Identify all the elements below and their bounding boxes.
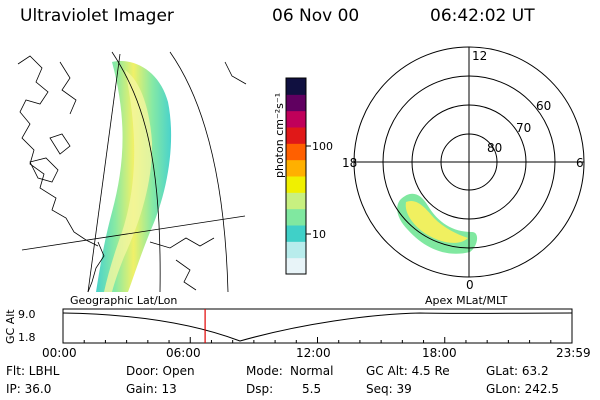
dsp-label: Dsp:	[246, 382, 274, 396]
geographic-map	[17, 51, 247, 293]
geo-coastline	[59, 61, 77, 115]
glat-info: GLat: 63.2	[486, 364, 549, 378]
color-bar-band	[286, 159, 306, 177]
polar-mlat-mlt-plot: 12 18 6 0 60 70 80	[342, 46, 585, 292]
glon-info: GLon: 242.5	[486, 382, 559, 396]
image-date: 06 Nov 00	[272, 6, 360, 26]
orbit-altitude-curve	[62, 312, 573, 342]
polar-lat-80: 80	[487, 141, 502, 155]
timeline-xtick-0000: 00:00	[42, 346, 77, 360]
color-bar-band	[286, 241, 306, 259]
ip-info: IP: 36.0	[6, 382, 52, 396]
timeline-ticks	[62, 337, 573, 343]
color-bar-band	[286, 143, 306, 161]
geo-coastline	[87, 241, 105, 293]
geo-longitude-line	[87, 53, 121, 293]
timeline-ytick-top: 9.0	[18, 308, 36, 321]
geo-aurora-core	[104, 70, 153, 292]
geo-coastline	[49, 133, 71, 155]
color-bar-band	[286, 127, 306, 144]
apex-caption: Apex MLat/MLT	[425, 294, 508, 307]
geo-coastline	[29, 157, 59, 183]
timeline-xtick-2359: 23:59	[556, 346, 591, 360]
filter-info: Flt: LBHL	[6, 364, 60, 378]
color-bar-tick-10: 10	[312, 228, 326, 241]
geo-longitude-line	[169, 51, 229, 293]
color-bar-band	[286, 176, 306, 193]
orbit-altitude-timeline: 9.0 1.8 GC Alt 00:00 06:00 12:00 18:00 2…	[4, 308, 591, 360]
polar-aurora-core	[405, 200, 468, 243]
geo-longitude-line	[111, 51, 161, 293]
polar-lat-70: 70	[516, 121, 531, 135]
geo-coastline	[17, 55, 99, 247]
color-bar-band	[286, 110, 306, 128]
gain-info: Gain: 13	[126, 382, 177, 396]
mode-label: Mode:	[246, 364, 283, 378]
polar-lat-60: 60	[536, 99, 551, 113]
intensity-color-bar: 100 10	[285, 77, 333, 275]
color-bar-tick-100: 100	[312, 140, 333, 153]
polar-mlt-18: 18	[342, 156, 357, 170]
timeline-xtick-1800: 18:00	[422, 346, 457, 360]
geo-coastline	[175, 259, 197, 291]
polar-mlt-12: 12	[472, 49, 487, 63]
gc-alt-info: GC Alt: 4.5 Re	[366, 364, 450, 378]
polar-mlt-6: 6	[576, 156, 584, 170]
timeline-xtick-1200: 12:00	[296, 346, 331, 360]
timeline-ytick-bottom: 1.8	[18, 331, 36, 344]
geo-latitude-line	[21, 215, 246, 251]
door-info: Door: Open	[126, 364, 195, 378]
color-bar-unit-label: photon cm⁻²s⁻¹	[273, 92, 286, 178]
mode-value: Normal	[290, 364, 334, 378]
color-bar-band	[286, 225, 306, 242]
color-bar-band	[286, 192, 306, 210]
geo-coastline	[224, 61, 247, 85]
geographic-caption: Geographic Lat/Lon	[70, 294, 178, 307]
image-title: Ultraviolet Imager	[20, 6, 174, 26]
polar-mlt-0: 0	[466, 278, 474, 292]
color-bar-band	[286, 208, 306, 226]
color-bar-scale	[286, 78, 306, 275]
dsp-value: 5.5	[302, 382, 322, 396]
timeline-ylabel: GC Alt	[4, 309, 17, 344]
image-time: 06:42:02 UT	[430, 6, 535, 26]
color-bar-band	[286, 94, 306, 112]
geo-coastline	[149, 237, 215, 249]
seq-info: Seq: 39	[366, 382, 412, 396]
color-bar-band	[286, 78, 306, 95]
timeline-xtick-0600: 06:00	[166, 346, 201, 360]
color-bar-band	[286, 257, 306, 275]
